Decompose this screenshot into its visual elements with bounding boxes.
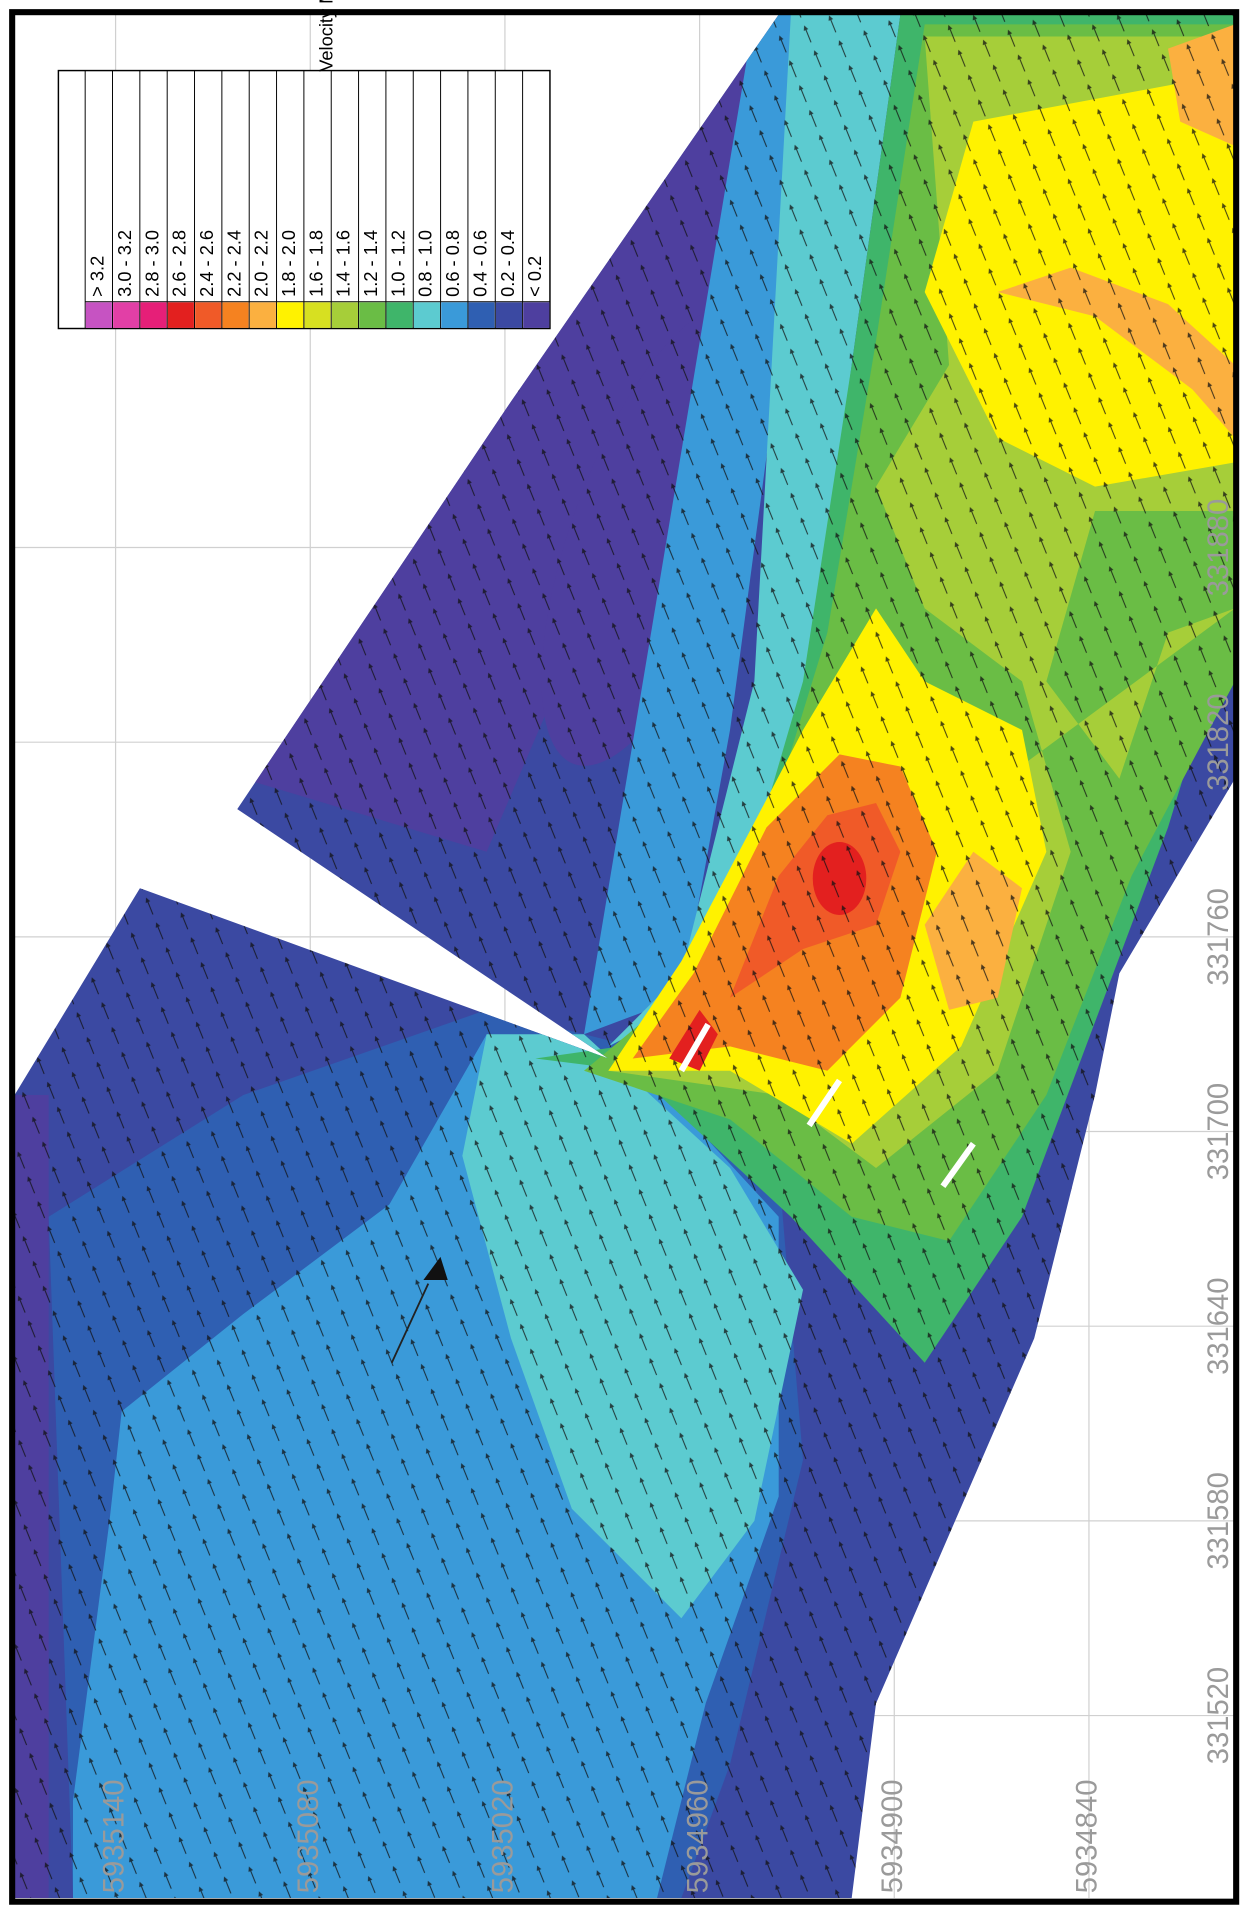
legend-swatch [523, 302, 550, 328]
legend-label: 0.4 - 0.6 [469, 230, 490, 297]
legend-label: 1.2 - 1.4 [360, 230, 381, 297]
easting-label: 331640 [1203, 1277, 1235, 1374]
legend-label: 1.0 - 1.2 [387, 230, 408, 297]
legend-label: 2.2 - 2.4 [223, 230, 244, 297]
legend-swatch [441, 302, 468, 328]
legend-label: 1.4 - 1.6 [333, 230, 354, 297]
groynes [678, 1022, 976, 1189]
legend-swatch [495, 302, 523, 328]
legend-label: 0.6 - 0.8 [442, 230, 463, 297]
legend-label: 2.8 - 3.0 [141, 230, 162, 297]
legend-swatch [222, 302, 249, 328]
legend-swatch [195, 302, 222, 328]
legend-swatch [140, 302, 167, 328]
legend-swatch [167, 302, 194, 328]
legend-label: 0.2 - 0.4 [497, 230, 518, 297]
legend-title: Velocity Magnitude (m/s) [315, 0, 336, 72]
easting-label: 331880 [1203, 499, 1235, 596]
legend-swatch [113, 302, 140, 328]
northing-label: 5935140 [98, 1780, 130, 1894]
legend-swatch [413, 302, 440, 328]
north-arrow-shaft [390, 1283, 430, 1364]
northing-label: 5935020 [488, 1780, 520, 1894]
northing-label: 5934900 [877, 1780, 909, 1894]
easting-label: 331820 [1203, 693, 1235, 790]
northing-label: 5934960 [682, 1780, 714, 1894]
legend-label: < 0.2 [524, 256, 545, 297]
legend-label: 0.8 - 1.0 [415, 230, 436, 297]
legend-swatch [359, 302, 386, 328]
legend-label: 2.6 - 2.8 [169, 230, 190, 297]
legend-label: 2.4 - 2.6 [196, 230, 217, 297]
legend-swatch [249, 302, 276, 328]
legend-swatch [304, 302, 331, 328]
legend-label: > 3.2 [87, 256, 108, 297]
legend-swatch [468, 302, 495, 328]
legend-swatch [386, 302, 413, 328]
easting-label: 331700 [1203, 1083, 1235, 1180]
legend-swatch [85, 302, 112, 328]
easting-label: 331760 [1203, 888, 1235, 985]
legend-swatch [277, 302, 304, 328]
easting-label: 331520 [1203, 1667, 1235, 1764]
legend-label: 2.0 - 2.2 [251, 230, 272, 297]
legend-label: 3.0 - 3.2 [114, 230, 135, 297]
legend-label: 1.8 - 2.0 [278, 230, 299, 297]
northing-label: 5935080 [293, 1780, 325, 1894]
frame [9, 9, 1240, 1905]
axis-labels: 5935140 5935080 5935020 5934960 5934900 59348… [98, 499, 1235, 1893]
legend: Velocity Magnitude (m/s) > 3.2 3.0 - 3.2 2.… [57, 0, 551, 330]
north-arrow-head [423, 1256, 448, 1280]
legend-swatch [331, 302, 358, 328]
easting-label: 331580 [1203, 1472, 1235, 1569]
northing-label: 5934840 [1072, 1780, 1104, 1894]
legend-label: 1.6 - 1.8 [305, 230, 326, 297]
